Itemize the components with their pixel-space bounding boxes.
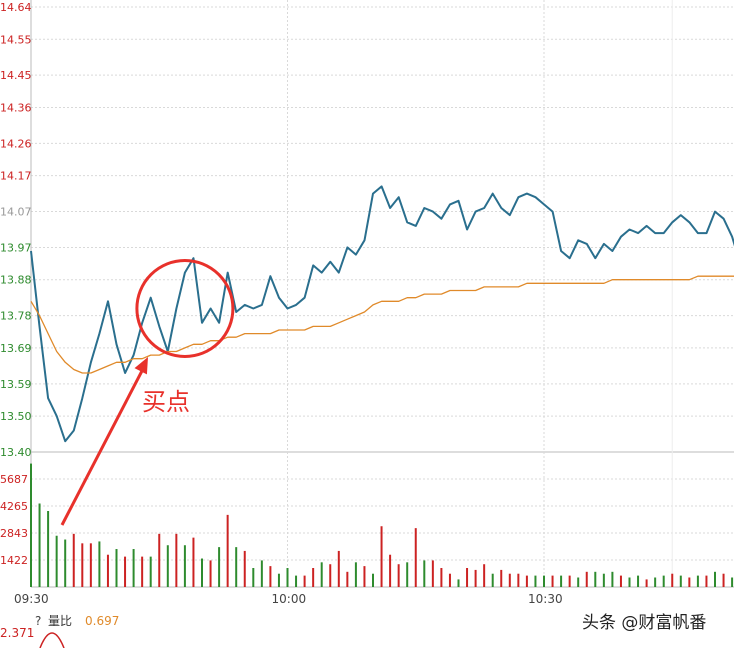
volume-bars	[30, 463, 734, 587]
price-tick-label: 13.78	[0, 310, 32, 323]
volume-axis: 5687 4265 2843 1422	[0, 473, 28, 567]
price-tick-label: 14.45	[0, 69, 32, 82]
buy-point-annotation: 买点	[60, 259, 235, 526]
buy-point-circle	[135, 259, 235, 358]
price-tick-label: 14.36	[0, 101, 32, 114]
watermark: 头条 @财富帆番	[582, 613, 706, 633]
volume-tick-label: 1422	[0, 554, 28, 567]
volume-tick-label: 2843	[0, 527, 28, 540]
price-tick-label: 13.59	[0, 378, 32, 391]
indicator-axis-value: 2.371	[0, 626, 34, 640]
price-line	[30, 185, 734, 443]
indicator-value: 0.697	[85, 614, 119, 628]
time-tick-label: 10:00	[272, 592, 307, 606]
price-tick-label: 13.69	[0, 342, 32, 355]
price-axis: 14.64 14.55 14.45 14.36 14.26 14.17 14.07 13.97…	[0, 1, 32, 459]
volume-tick-label: 4265	[0, 500, 28, 513]
time-tick-label: 10:30	[528, 592, 563, 606]
chart-grid	[30, 0, 734, 588]
volume-tick-label: 5687	[0, 473, 28, 486]
price-tick-label: 14.26	[0, 137, 32, 150]
price-tick-label: 14.64	[0, 1, 32, 14]
price-tick-label: 14.17	[0, 170, 32, 183]
price-lines	[30, 185, 734, 443]
price-tick-label: 13.50	[0, 410, 32, 423]
indicator-bar: 2.371 ? 量比 0.697	[0, 614, 119, 648]
price-tick-label: 13.88	[0, 274, 32, 287]
buy-point-arrow	[60, 366, 146, 526]
indicator-curve	[39, 632, 65, 648]
time-axis: 09:30 10:00 10:30	[14, 592, 563, 606]
time-tick-label: 09:30	[14, 592, 49, 606]
indicator-label: 量比	[48, 614, 72, 628]
price-tick-label: 14.07	[0, 206, 32, 219]
price-tick-label: 13.40	[0, 446, 32, 459]
buy-point-arrow-head	[134, 357, 148, 375]
price-tick-label: 14.55	[0, 33, 32, 46]
price-tick-label: 13.97	[0, 241, 32, 254]
buy-point-label: 买点	[142, 388, 190, 416]
average-price-line	[30, 275, 734, 374]
indicator-help-icon[interactable]: ?	[35, 614, 41, 628]
